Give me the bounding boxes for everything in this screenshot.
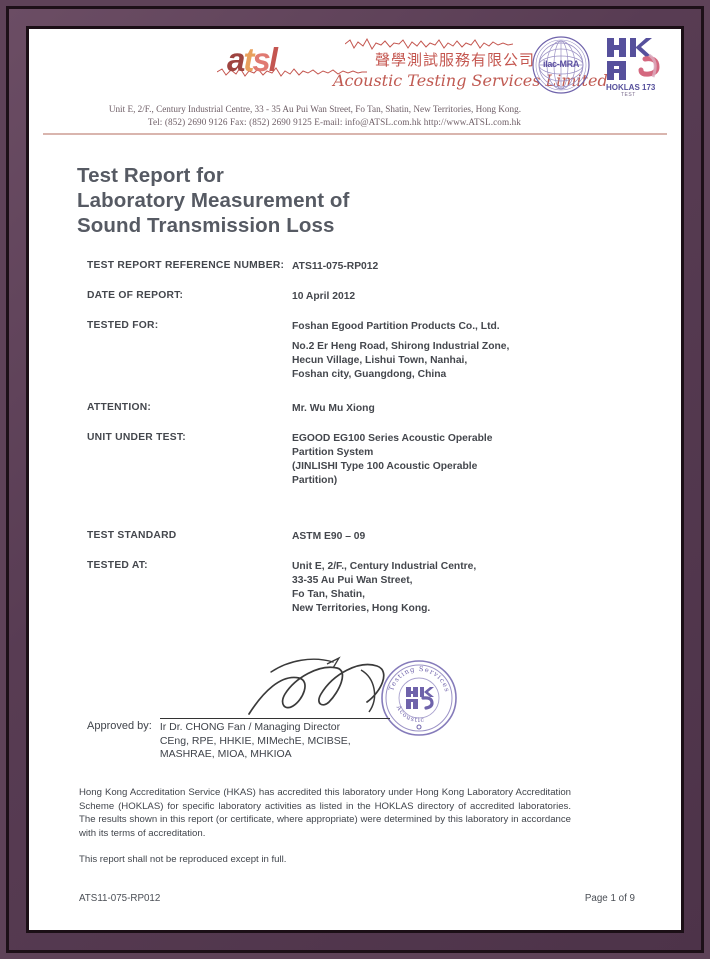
detail-row-client-address: No.2 Er Heng Road, Shirong Industrial Zo… [87, 340, 681, 382]
footer-reference: ATS11-075-RP012 [79, 893, 161, 904]
footer-page-number: Page 1 of 9 [584, 893, 635, 904]
hkas-logo: HOKLAS 173 TEST [605, 35, 667, 101]
address-line-1: Unit E, 2/F., Century Industrial Centre,… [108, 104, 521, 114]
hoklas-test-label: TEST [621, 92, 636, 98]
detail-row-reference-number: TEST REPORT REFERENCE NUMBER: ATS11-075-… [87, 260, 681, 274]
uut-line-4: Partition) [292, 475, 338, 486]
company-seal-stamp: Testing Services Limited Acoustic [379, 658, 457, 736]
detail-value: Unit E, 2/F., Century Industrial Centre,… [292, 560, 562, 616]
detail-label: TESTED FOR: [87, 320, 159, 331]
letterhead-logos: atsl 聲學測試服務有限公司 Acoustic Testing Service… [43, 35, 667, 101]
letterhead-divider [43, 133, 667, 135]
client-address-line-3: Foshan city, Guangdong, China [292, 369, 447, 380]
letterhead-address: Unit E, 2/F., Century Industrial Centre,… [43, 103, 667, 129]
accreditation-statement: Hong Kong Accreditation Service (HKAS) h… [79, 786, 571, 867]
atsl-logo: atsl 聲學測試服務有限公司 Acoustic Testing Service… [217, 35, 608, 97]
detail-row-unit-under-test: UNIT UNDER TEST: EGOOD EG100 Series Acou… [87, 432, 681, 488]
detail-row-date-of-report: DATE OF REPORT: 10 April 2012 [87, 290, 681, 304]
signature-rule [159, 718, 390, 719]
client-address-line-2: Hecun Village, Lishui Town, Nanhai, [292, 355, 468, 366]
page-footer: ATS11-075-RP012 Page 1 of 9 [79, 893, 635, 904]
detail-value: ATS11-075-RP012 [292, 261, 379, 272]
detail-label-empty [87, 340, 292, 382]
page-title: Test Report for Laboratory Measurement o… [77, 163, 681, 238]
tested-at-line-2: 33-35 Au Pui Wan Street, [292, 575, 413, 586]
waveform-icon-bottom [217, 67, 367, 77]
tested-at-line-3: Fo Tan, Shatin, [292, 589, 366, 600]
signatory-name: Ir Dr. CHONG Fan / Managing Director [159, 721, 341, 733]
ilac-seal-icon [532, 36, 590, 94]
detail-spacer [87, 504, 681, 530]
waveform-icon-top [345, 37, 513, 50]
detail-label: TEST STANDARD [87, 530, 177, 541]
client-address-line-1: No.2 Er Heng Road, Shirong Industrial Zo… [292, 341, 510, 352]
tested-at-line-1: Unit E, 2/F., Century Industrial Centre, [292, 561, 477, 572]
uut-line-1: EGOOD EG100 Series Acoustic Operable [292, 433, 493, 444]
detail-value: ASTM E90 – 09 [292, 531, 366, 542]
detail-label: UNIT UNDER TEST: [87, 432, 186, 443]
hkas-mark-icon [607, 38, 660, 80]
detail-value: 10 April 2012 [292, 291, 356, 302]
detail-label: DATE OF REPORT: [87, 290, 184, 301]
uut-line-3: (JINLISHI Type 100 Acoustic Operable [292, 461, 478, 472]
signatory-qualifications-line-1: CEng, RPE, HHKIE, MIMechE, MCIBSE, [159, 734, 351, 747]
approved-by-block: Approved by: Ir Dr. CHONG Fan / Managing… [87, 718, 390, 762]
handwritten-signature-icon [248, 656, 385, 715]
ilac-mra-label: ilac-MRA [542, 59, 580, 69]
accreditation-paragraph: Hong Kong Accreditation Service (HKAS) h… [79, 787, 571, 839]
reproduction-note: This report shall not be reproduced exce… [79, 854, 287, 866]
detail-value: Foshan Egood Partition Products Co., Ltd… [292, 321, 500, 332]
letterhead: atsl 聲學測試服務有限公司 Acoustic Testing Service… [29, 29, 681, 137]
signatory-block: Ir Dr. CHONG Fan / Managing Director CEn… [159, 718, 390, 762]
approved-by-label: Approved by: [87, 720, 152, 732]
detail-row-attention: ATTENTION: Mr. Wu Mu Xiong [87, 402, 681, 416]
detail-row-test-standard: TEST STANDARD ASTM E90 – 09 [87, 530, 681, 544]
report-details: TEST REPORT REFERENCE NUMBER: ATS11-075-… [87, 260, 681, 616]
detail-row-tested-at: TESTED AT: Unit E, 2/F., Century Industr… [87, 560, 681, 616]
signatory-qualifications-line-2: MASHRAE, MIOA, MHKIOA [159, 748, 292, 760]
detail-value: EGOOD EG100 Series Acoustic Operable Par… [292, 432, 562, 488]
detail-value: Mr. Wu Mu Xiong [292, 403, 375, 414]
address-line-2: Tel: (852) 2690 9126 Fax: (852) 2690 912… [147, 117, 521, 127]
detail-label: TEST REPORT REFERENCE NUMBER: [87, 260, 285, 271]
hoklas-number-label: HOKLAS 173 [606, 83, 656, 92]
detail-label: TESTED AT: [87, 560, 148, 571]
company-name-english: Acoustic Testing Services Limited [333, 71, 608, 90]
title-line-3: Sound Transmission Loss [77, 214, 335, 237]
tested-at-line-4: New Territories, Hong Kong. [292, 603, 431, 614]
atsl-wordmark: atsl [227, 41, 278, 78]
company-name-chinese: 聲學測試服務有限公司 [375, 52, 536, 69]
title-line-2: Laboratory Measurement of [77, 189, 350, 212]
signature-area: Testing Services Limited Acoustic [29, 650, 681, 770]
title-line-1: Test Report for [77, 164, 224, 187]
detail-row-tested-for: TESTED FOR: Foshan Egood Partition Produ… [87, 320, 681, 334]
document-page: atsl 聲學測試服務有限公司 Acoustic Testing Service… [29, 29, 681, 930]
ilac-mra-logo: ilac-MRA [531, 35, 591, 95]
detail-label: ATTENTION: [87, 402, 152, 413]
detail-value: No.2 Er Heng Road, Shirong Industrial Zo… [292, 340, 562, 382]
uut-line-2: Partition System [292, 447, 374, 458]
